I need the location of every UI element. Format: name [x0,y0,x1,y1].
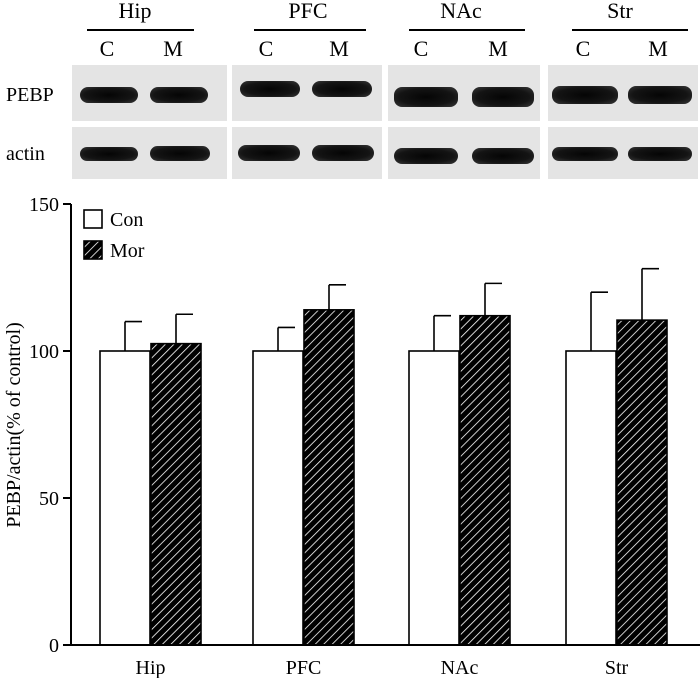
blot-region-label-hip: Hip [118,0,152,23]
lane-label-c: C [413,36,429,61]
lane-label-m: M [648,36,668,61]
legend-swatch-mor [83,240,103,260]
lane-label-m: M [163,36,183,61]
blot-band [238,145,300,161]
x-tick-label-nac: NAc [441,657,479,678]
bar-con-pfc [252,350,304,646]
blot-panel-pebp-pfc [232,65,382,121]
blot-panel-pebp-nac [388,65,540,121]
lane-label-c: C [99,36,115,61]
blot-band [80,87,138,103]
blot-band [628,147,692,161]
blot-band [312,81,372,97]
bar-mor-nac [459,314,511,646]
blot-band [240,81,300,97]
lane-label-c: C [258,36,274,61]
lane-label-m: M [329,36,349,61]
lane-label-c: C [575,36,591,61]
y-tick-label: 0 [49,635,59,657]
x-tick-label-pfc: PFC [286,657,322,678]
blot-panel-actin-nac [388,127,540,179]
blot-region-label-pfc: PFC [288,0,328,23]
blot-panel-actin-pfc [232,127,382,179]
blot-panel-actin-hip [72,127,227,179]
bar-con-str [565,350,617,646]
bar-mor-str [616,319,668,646]
blot-band [150,146,210,161]
blot-panel-pebp-hip [72,65,227,121]
y-tick-label: 50 [39,488,59,510]
blot-band [150,87,208,103]
y-axis-label: PEBP/actin(% of control) [3,322,25,528]
blot-region-line-hip [87,29,194,31]
blot-region-line-pfc [254,29,366,31]
x-tick-label-hip: Hip [136,657,166,678]
western-blot: Hip PFC NAc Str C M C M C M C M PEBP act… [0,0,700,185]
blot-region-label-nac: NAc [440,0,482,23]
bar-mor-pfc [303,309,355,646]
y-tick-label: 150 [29,194,59,216]
blot-band [472,148,534,164]
bar-con-hip [99,350,151,646]
legend-label-mor: Mor [110,240,145,262]
blot-band [628,86,692,104]
blot-region-line-str [572,29,688,31]
blot-band [394,87,458,107]
blot-region-label-str: Str [607,0,633,23]
bar-chart: 0 50 100 150 Hip PFC NAc Str Con Mor PEBP/actin(… [3,194,700,678]
lane-label-m: M [488,36,508,61]
blot-row-label-pebp: PEBP [6,84,54,106]
blot-panel-pebp-str [548,65,698,121]
blot-panel-actin-str [548,127,698,179]
bar-mor-hip [150,342,202,646]
blot-band [472,87,534,107]
x-tick-label-str: Str [605,657,629,678]
blot-band [394,148,458,164]
legend-swatch-con [83,209,103,229]
blot-band [80,147,138,161]
blot-band [552,86,618,104]
y-tick-label: 100 [29,341,59,363]
legend-label-con: Con [110,209,143,231]
bar-con-nac [408,350,460,646]
blot-region-line-nac [409,29,525,31]
blot-band [312,145,374,161]
blot-row-label-actin: actin [6,143,45,165]
blot-band [552,147,618,161]
